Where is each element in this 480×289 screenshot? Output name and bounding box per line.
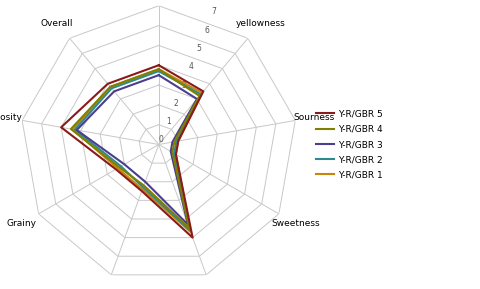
Legend: Y-R/GBR 5, Y-R/GBR 4, Y-R/GBR 3, Y-R/GBR 2, Y-R/GBR 1: Y-R/GBR 5, Y-R/GBR 4, Y-R/GBR 3, Y-R/GBR… [312, 106, 385, 183]
